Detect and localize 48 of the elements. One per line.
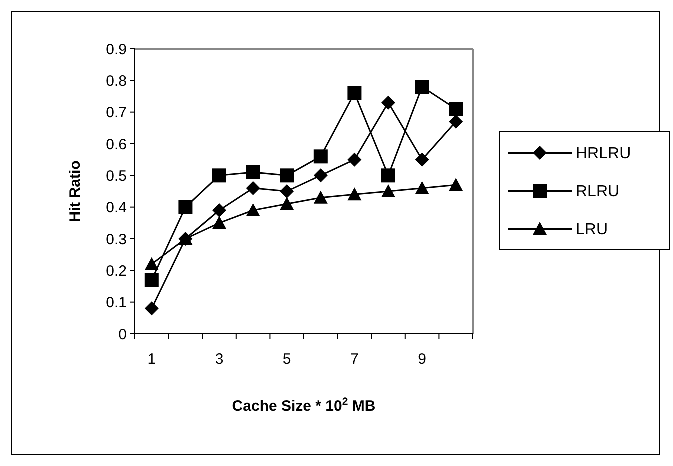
point bbox=[314, 190, 328, 204]
point bbox=[449, 178, 464, 192]
x-tick-label: 1 bbox=[148, 351, 156, 368]
point bbox=[415, 152, 430, 167]
point bbox=[382, 184, 396, 198]
y-tick-label: 0 bbox=[118, 326, 127, 344]
point bbox=[246, 166, 260, 180]
x-tick-label: 7 bbox=[350, 351, 359, 368]
legend-label: RLRU bbox=[576, 184, 620, 201]
point bbox=[382, 96, 396, 110]
point bbox=[348, 152, 362, 167]
point bbox=[280, 197, 294, 210]
point bbox=[314, 150, 328, 164]
y-tick-label: 0.4 bbox=[106, 200, 127, 217]
point bbox=[415, 181, 430, 194]
x-tick-label: 5 bbox=[282, 351, 292, 368]
point bbox=[348, 188, 362, 201]
point bbox=[212, 168, 226, 183]
y-tick-label: 0.3 bbox=[106, 231, 127, 248]
point bbox=[280, 168, 294, 183]
x-tick-label: 3 bbox=[215, 351, 224, 368]
point bbox=[144, 302, 159, 316]
y-tick-label: 0.6 bbox=[106, 136, 127, 154]
point bbox=[449, 114, 464, 129]
point bbox=[212, 216, 226, 230]
point bbox=[144, 273, 159, 288]
point bbox=[178, 200, 193, 214]
y-tick-label: 0.1 bbox=[106, 294, 127, 312]
point bbox=[382, 168, 396, 183]
point bbox=[348, 86, 362, 100]
y-axis-title: Hit Ratio bbox=[67, 160, 84, 222]
x-axis-title: Cache Size * 10$^{2}$ MB bbox=[232, 396, 376, 415]
legend-label: HRLRU bbox=[576, 146, 632, 163]
point bbox=[314, 168, 328, 183]
point bbox=[246, 204, 260, 216]
legend-label: LRU bbox=[576, 222, 608, 239]
x-tick-label: 9 bbox=[418, 351, 426, 368]
point bbox=[144, 257, 159, 270]
y-tick-label: 0.2 bbox=[106, 262, 127, 280]
point bbox=[280, 184, 294, 198]
point bbox=[449, 102, 464, 116]
y-tick-label: 0.5 bbox=[106, 168, 127, 185]
point bbox=[246, 181, 260, 196]
point bbox=[212, 204, 226, 218]
y-tick-label: 0.9 bbox=[106, 41, 127, 58]
point bbox=[415, 80, 430, 94]
y-tick-label: 0.7 bbox=[106, 104, 127, 122]
y-tick-label: 0.8 bbox=[106, 72, 127, 90]
